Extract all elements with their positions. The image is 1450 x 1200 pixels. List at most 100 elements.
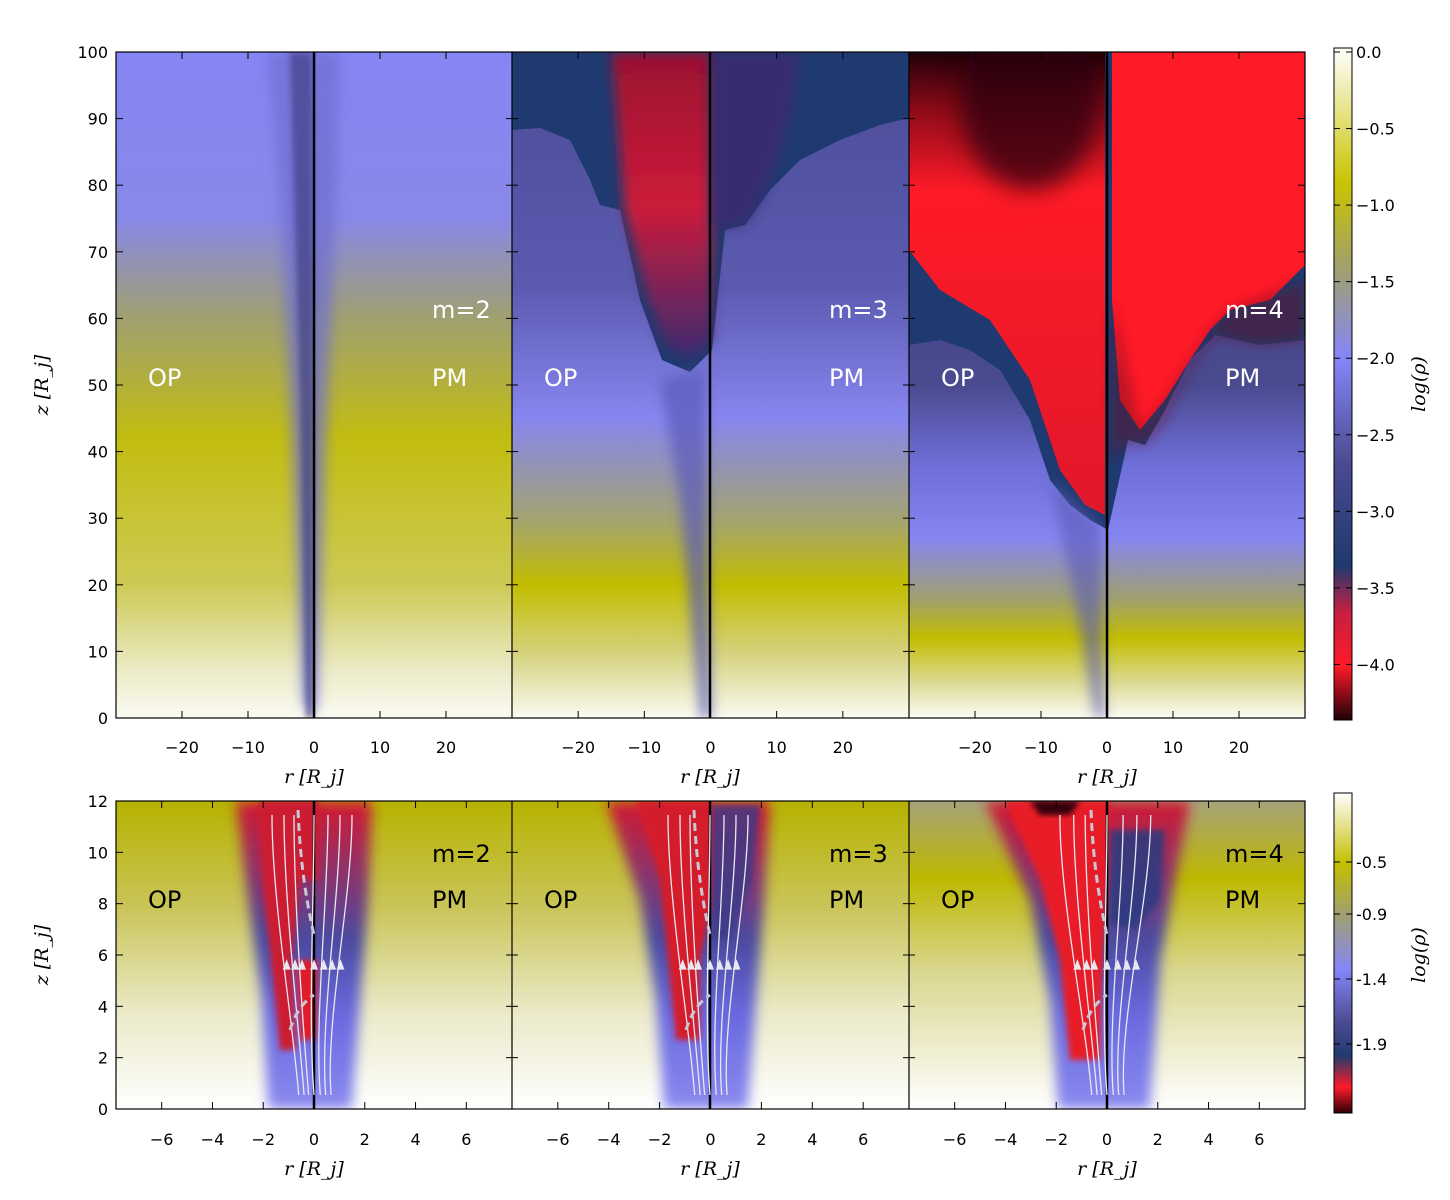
bottom-panel-m2-annotations: OP PM m=2: [148, 840, 491, 914]
x-tick-label: −20: [958, 738, 992, 757]
top-m2-pm-label: PM: [432, 364, 467, 392]
x-tick-label: 10: [766, 738, 786, 757]
y-tick-label: 50: [88, 376, 108, 395]
x-tick-label: −4: [201, 1130, 225, 1149]
bottom-colorbar-label: log(ρ): [1408, 927, 1430, 983]
x-tick-label: −2: [251, 1130, 275, 1149]
top-m4-op-label: OP: [941, 364, 974, 392]
field-line-arrow: [1132, 959, 1141, 970]
x-tick-label: 10: [1163, 738, 1183, 757]
top-m4-pm-label: PM: [1225, 364, 1260, 392]
x-tick-label: −4: [597, 1130, 621, 1149]
field-line: [725, 814, 749, 1096]
x-tick-label: 0: [309, 1130, 319, 1149]
bottom-panel-m4-annotations: OP PM m=4: [941, 840, 1284, 914]
y-tick-label: 10: [88, 642, 108, 661]
x-tick-label: −10: [231, 738, 265, 757]
x-tick-label: −4: [994, 1130, 1018, 1149]
dashed-contour: [288, 993, 315, 1031]
colorbar-tick-label: 0.0: [1356, 43, 1381, 62]
field-line: [1073, 814, 1098, 1096]
field-line: [1122, 814, 1152, 1096]
colorbar-tick-label: −0.5: [1356, 120, 1395, 139]
y-tick-label: 0: [98, 709, 108, 728]
colorbar-tick-label: -0.9: [1356, 905, 1387, 924]
bottom-m4-pm-label: PM: [1225, 886, 1260, 914]
dashed-contour: [684, 993, 711, 1031]
field-line: [1103, 814, 1108, 1096]
top-panel-m4-annotations: OP PM m=4: [941, 296, 1284, 392]
field-line: [318, 814, 329, 1096]
x-tick-label: 6: [1254, 1130, 1264, 1149]
bottom-m4-mode-label: m=4: [1225, 840, 1284, 868]
field-line: [310, 814, 315, 1096]
dashed-contour: [296, 809, 316, 936]
colorbar-tick-label: −3.0: [1356, 502, 1395, 521]
field-line: [329, 814, 353, 1096]
bottom-m3-mode-label: m=3: [829, 840, 888, 868]
top-m2-op-label: OP: [148, 364, 181, 392]
x-tick-label: 0: [705, 1130, 715, 1149]
x-tick-label: 2: [756, 1130, 766, 1149]
top-m3-xlabel: r [R_j]: [680, 766, 740, 788]
dashed-contour: [1089, 809, 1109, 936]
top-m2-mode-label: m=2: [432, 296, 491, 324]
bottom-m2-mode-label: m=2: [432, 840, 491, 868]
field-line: [323, 814, 341, 1096]
bottom-x-axis-labels: r [R_j] r [R_j] r [R_j]: [284, 1158, 1137, 1180]
bottom-colorbar-ticks: -0.5 -0.9 -1.4 -1.9: [1334, 853, 1387, 1054]
y-tick-label: 20: [88, 576, 108, 595]
top-m3-mode-label: m=3: [829, 296, 888, 324]
field-line-arrow: [1082, 959, 1091, 970]
bottom-m3-xlabel: r [R_j]: [680, 1158, 740, 1180]
x-tick-label: −6: [546, 1130, 570, 1149]
top-panel-m2-annotations: OP PM m=2: [148, 296, 491, 392]
colorbar-tick-label: −1.0: [1356, 196, 1395, 215]
x-tick-label: 2: [1153, 1130, 1163, 1149]
colorbar-tick-label: −1.5: [1356, 273, 1395, 292]
y-tick-label: 90: [88, 110, 108, 129]
field-line-arrow: [1103, 959, 1111, 970]
x-tick-label: 4: [807, 1130, 817, 1149]
top-colorbar: 0.0 −0.5 −1.0 −1.5 −2.0 −2.5 −3.0 −3.5 −4.0 log(…: [1333, 43, 1430, 721]
field-line-arrow: [282, 959, 291, 970]
x-tick-label: −10: [627, 738, 661, 757]
field-line-arrow: [694, 959, 702, 970]
top-m3-pm-label: PM: [829, 364, 864, 392]
top-colorbar-label: log(ρ): [1408, 356, 1430, 412]
field-lines: [271, 809, 1152, 1096]
field-line-arrow: [1073, 959, 1082, 970]
dashed-contour: [1081, 993, 1108, 1031]
colorbar-tick-label: −2.0: [1356, 349, 1395, 368]
bottom-m2-op-label: OP: [148, 886, 181, 914]
colorbar-tick-label: -1.4: [1356, 970, 1387, 989]
field-line-arrow: [291, 959, 299, 970]
x-tick-label: 6: [461, 1130, 471, 1149]
top-colorbar-gradient: [1333, 47, 1353, 721]
field-line: [1084, 814, 1103, 1096]
axis-ticks: −20 −10 0 10 20 −20 −10 0 10 20 −20 −10 0 10 200102030…: [77, 43, 1305, 1149]
x-tick-label: −6: [150, 1130, 174, 1149]
field-line-arrow: [1090, 959, 1099, 970]
top-m4-xlabel: r [R_j]: [1077, 766, 1137, 788]
x-tick-label: 20: [436, 738, 456, 757]
x-tick-label: 0: [1102, 1130, 1112, 1149]
bottom-m3-pm-label: PM: [829, 886, 864, 914]
bottom-m4-xlabel: r [R_j]: [1077, 1158, 1137, 1180]
field-line-arrow: [328, 959, 337, 970]
bottom-m2-xlabel: r [R_j]: [284, 1158, 344, 1180]
x-tick-label: 0: [309, 738, 319, 757]
top-colorbar-ticks: 0.0 −0.5 −1.0 −1.5 −2.0 −2.5 −3.0 −3.5 −4.0: [1334, 43, 1395, 674]
top-panel-m3-annotations: OP PM m=3: [544, 296, 888, 392]
x-tick-label: 4: [1203, 1130, 1213, 1149]
bottom-m4-op-label: OP: [941, 886, 974, 914]
y-tick-label: 4: [98, 997, 108, 1016]
y-tick-label: 2: [98, 1049, 108, 1068]
y-tick-label: 10: [88, 843, 108, 862]
field-line: [719, 814, 737, 1096]
x-tick-label: 20: [833, 738, 853, 757]
field-line-arrow: [1113, 959, 1122, 970]
dashed-contour: [692, 809, 712, 936]
field-line-arrow: [724, 959, 733, 970]
